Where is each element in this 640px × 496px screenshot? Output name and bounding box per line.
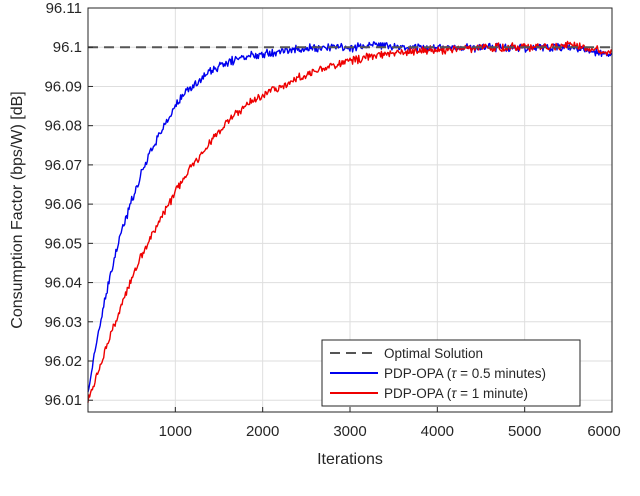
x-axis-label: Iterations (317, 451, 383, 468)
y-tick-label: 96.06 (44, 196, 82, 213)
y-tick-label: 96.02 (44, 353, 82, 370)
legend: Optimal Solution PDP-OPA (τ = 0.5 minutes… (321, 339, 581, 407)
y-tick-label: 96.05 (44, 235, 82, 252)
y-tick-label: 96.01 (44, 392, 82, 409)
x-tick-label: 2000 (246, 423, 279, 440)
y-tick-label: 96.08 (44, 118, 82, 135)
legend-label: PDP-OPA (τ = 0.5 minutes) (384, 366, 546, 381)
legend-label: PDP-OPA (τ = 1 minute) (384, 386, 528, 401)
x-tick-label: 1000 (159, 423, 192, 440)
y-tick-label: 96.04 (44, 275, 82, 292)
x-tick-label: 4000 (421, 423, 454, 440)
axis-ticks: 1000 2000 3000 4000 5000 6000 96.01 96.02 96.03 9… (44, 0, 620, 440)
x-tick-label: 3000 (333, 423, 366, 440)
x-tick-label: 6000 (587, 423, 620, 440)
y-tick-label: 96.09 (44, 78, 82, 95)
series-line-pdp-opa-one-minute (87, 40, 613, 403)
legend-label: Optimal Solution (384, 346, 483, 361)
y-tick-label: 96.03 (44, 314, 82, 331)
y-tick-label: 96.07 (44, 157, 82, 174)
series-lines (87, 40, 613, 403)
y-axis-label: Consumption Factor (bps/W) [dB] (9, 91, 26, 328)
y-tick-label: 96.1 (53, 39, 82, 56)
x-tick-label: 5000 (508, 423, 541, 440)
y-tick-label: 96.11 (46, 0, 82, 17)
